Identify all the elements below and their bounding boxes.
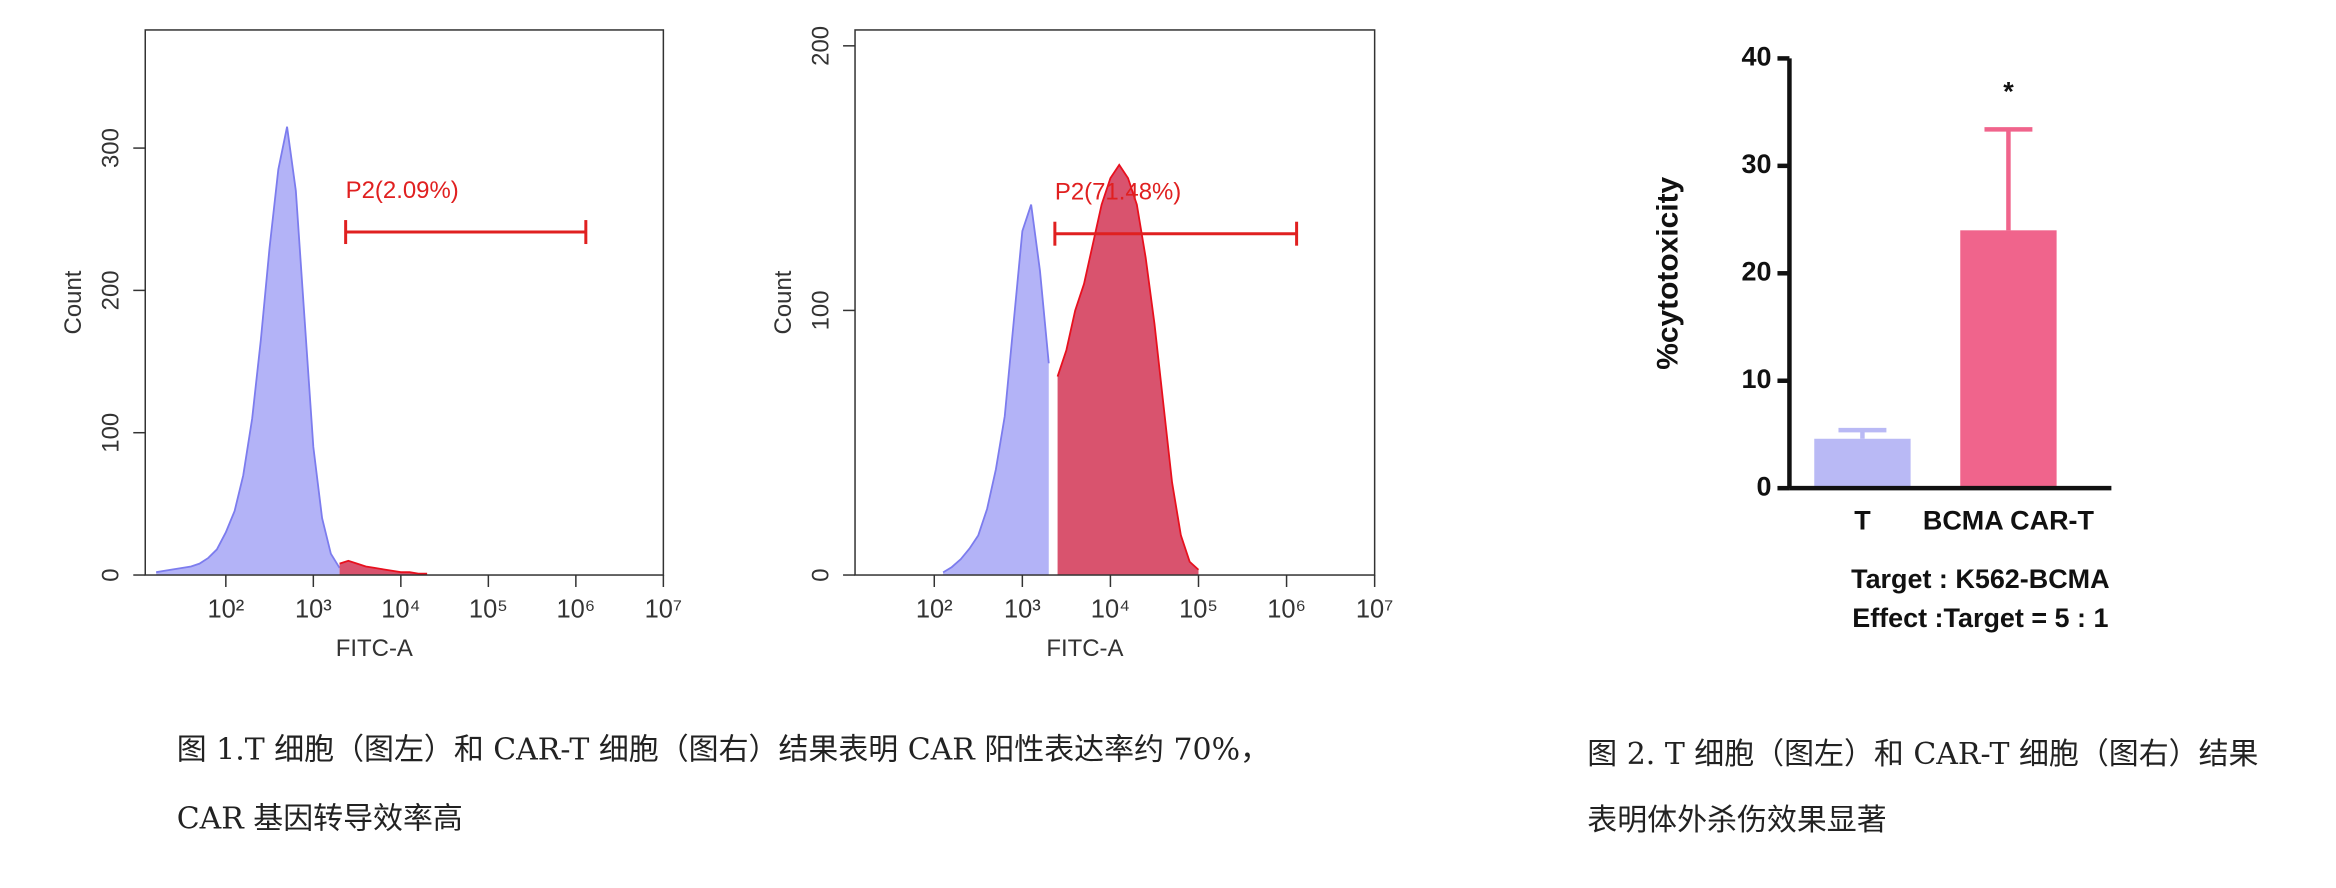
y-tick-label: 200 — [807, 26, 834, 66]
x-tick-label: 10⁷ — [645, 596, 683, 624]
y-axis-label: Count — [770, 270, 797, 334]
area-outline — [942, 204, 1050, 574]
plot-frame — [854, 29, 1376, 576]
x-tick-label: 10² — [207, 596, 244, 624]
y-tick-label: 0 — [1756, 471, 1771, 501]
x-axis-label: Effect :Target = 5 : 1 — [1852, 603, 2108, 633]
x-tick-label: BCMA CAR-T — [1923, 506, 2095, 536]
x-tick-label: 10⁴ — [381, 596, 420, 624]
caption: CAR 基因转导效率高 — [177, 802, 463, 837]
bar — [1814, 438, 1911, 489]
bar — [1960, 230, 2057, 489]
area-outline — [156, 126, 341, 574]
x-axis-label: FITC-A — [1046, 635, 1123, 662]
x-tick-label: 10³ — [1004, 596, 1041, 624]
y-tick-label: 30 — [1741, 149, 1771, 179]
y-tick-label: 0 — [98, 568, 125, 581]
y-tick-label: 40 — [1741, 42, 1771, 72]
y-tick-label: 20 — [1741, 256, 1771, 286]
caption: 图 2. T 细胞（图左）和 CAR-T 细胞（图右）结果 — [1587, 737, 2258, 772]
x-tick-label: 10⁷ — [1356, 596, 1393, 624]
area-outline — [339, 559, 428, 575]
significance-mark: * — [2003, 77, 2014, 107]
caption: 图 1.T 细胞（图左）和 CAR-T 细胞（图右）结果表明 CAR 阳性表达率… — [177, 733, 1270, 768]
area-fill — [943, 204, 1049, 576]
x-tick-label: 10⁵ — [1179, 596, 1218, 624]
area-fill — [339, 560, 428, 576]
x-tick-label: 10⁶ — [1267, 596, 1306, 624]
caption: 表明体外杀伤效果显著 — [1587, 803, 1886, 838]
y-axis-label: Count — [60, 270, 87, 334]
y-tick-label: 10 — [1741, 364, 1771, 394]
area-outline — [1056, 163, 1200, 571]
y-tick-label: 100 — [98, 413, 125, 453]
y-tick-label: 100 — [807, 290, 834, 330]
x-tick-label: T — [1854, 506, 1871, 536]
x-tick-label: 10⁴ — [1091, 596, 1130, 624]
x-tick-label: 10⁶ — [556, 596, 595, 624]
y-tick-label: 300 — [98, 128, 125, 168]
y-axis-label: %cytotoxicity — [1652, 176, 1685, 369]
x-axis-label: Target : K562-BCMA — [1851, 564, 2109, 594]
area-fill — [1057, 164, 1199, 576]
x-tick-label: 10⁵ — [469, 596, 508, 624]
x-tick-label: 10³ — [295, 596, 332, 624]
y-tick-label: 200 — [98, 270, 125, 310]
x-tick-label: 10² — [916, 596, 953, 624]
x-axis-label: FITC-A — [336, 635, 413, 662]
area-fill — [156, 126, 340, 576]
y-tick-label: 0 — [807, 568, 834, 581]
plot-frame — [144, 29, 665, 576]
gate-label: P2(2.09%) — [346, 177, 459, 204]
gate-label: P2(71.48%) — [1055, 179, 1181, 206]
